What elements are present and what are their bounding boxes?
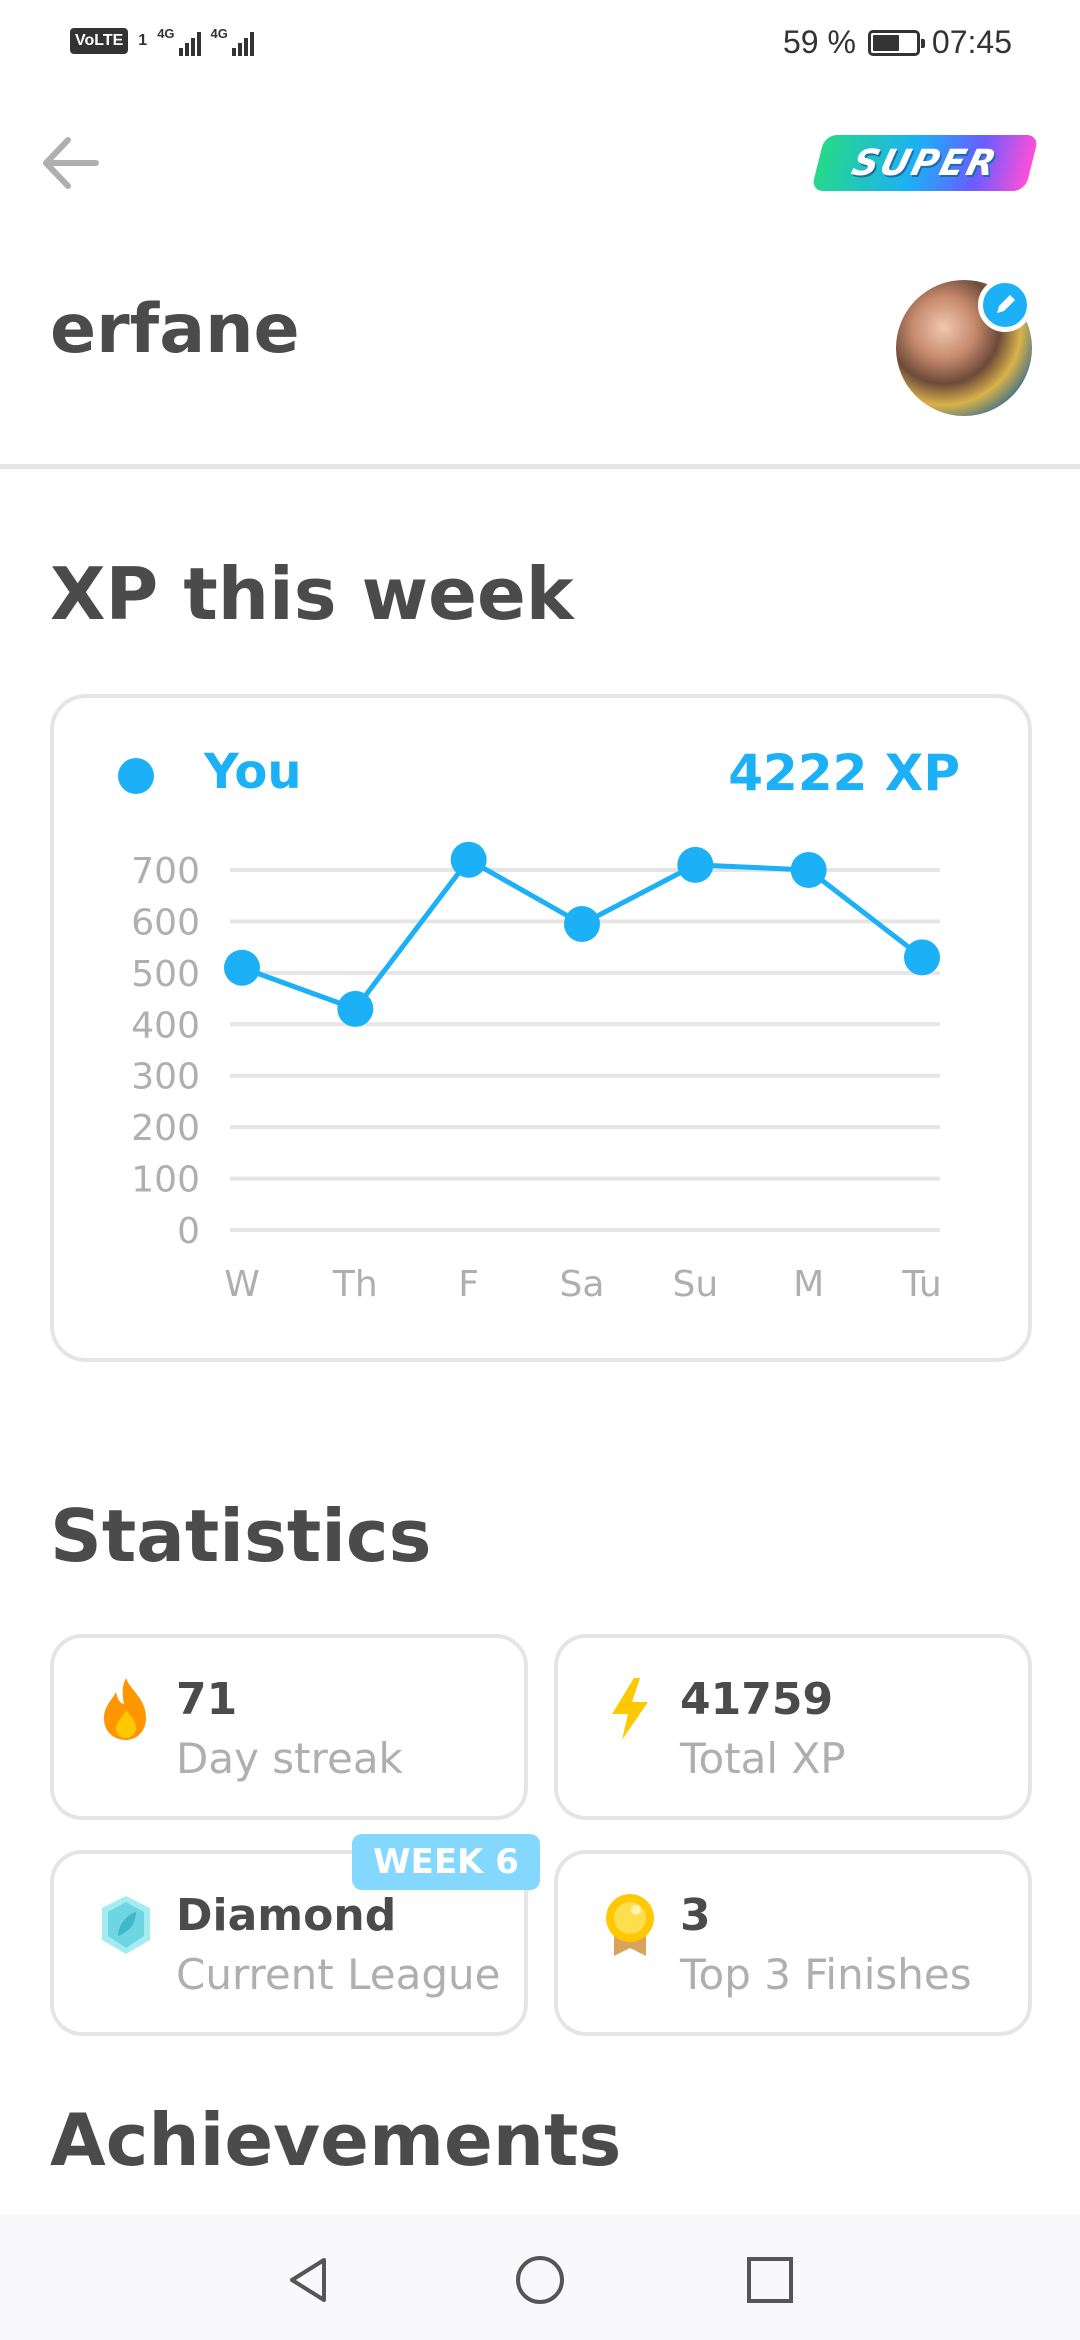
stat-label: Total XP: [680, 1734, 846, 1783]
square-recents-icon[interactable]: [744, 2254, 796, 2306]
battery-percent: 59 %: [782, 24, 856, 60]
stat-card-league[interactable]: Diamond Current League: [50, 1850, 528, 2036]
status-right: 59 % 07:45: [783, 24, 1012, 61]
stat-card-total-xp: 41759 Total XP: [554, 1634, 1032, 1820]
diamond-league-icon: [102, 1896, 150, 1954]
x-tick-label: Tu: [901, 1264, 941, 1305]
x-tick-label: F: [458, 1264, 479, 1305]
legend-label: You: [204, 744, 302, 800]
signal-icon: 4G: [211, 26, 254, 56]
stat-label: Current League: [176, 1950, 501, 1999]
stat-label: Top 3 Finishes: [680, 1950, 972, 1999]
y-tick-label: 200: [131, 1108, 200, 1149]
clock: 07:45: [931, 24, 1012, 60]
data-point: [450, 841, 487, 878]
battery-icon: [867, 29, 925, 56]
xp-line-chart: 700 600 500 400 300 200 100 0W Th F Sa Su M Tu: [131, 841, 942, 1305]
super-button[interactable]: SUPER: [811, 135, 1039, 191]
stat-label: Day streak: [176, 1734, 403, 1783]
status-left: VoLTE 1 4G 4G: [70, 26, 254, 56]
arrow-left-icon[interactable]: [38, 130, 104, 196]
y-tick-label: 600: [131, 902, 200, 943]
data-point: [337, 990, 374, 1027]
xp-total: 4222 XP: [728, 744, 960, 802]
xp-section-title: XP this week: [50, 552, 574, 636]
stat-value: 71: [176, 1674, 238, 1725]
stat-value: Diamond: [176, 1890, 397, 1941]
x-tick-label: Sa: [560, 1264, 605, 1305]
y-tick-label: 0: [177, 1211, 200, 1252]
network-type: 4G: [210, 26, 228, 41]
data-point: [224, 949, 260, 986]
legend-dot: [118, 758, 154, 794]
y-tick-label: 300: [131, 1057, 200, 1098]
battery-level: [872, 34, 899, 51]
lightning-icon: [612, 1678, 648, 1740]
circle-home-icon[interactable]: [514, 2254, 566, 2306]
x-tick-label: Su: [672, 1264, 718, 1305]
signal-icon: 4G: [157, 26, 201, 56]
sim-indicator: 1: [138, 32, 148, 49]
xp-chart-card: [50, 694, 1032, 1362]
divider: [0, 464, 1080, 469]
statistics-title: Statistics: [50, 1494, 432, 1578]
stat-card-streak: 71 Day streak: [50, 1634, 528, 1820]
super-label: SUPER: [847, 142, 1003, 184]
status-bar: VoLTE 1 4G 4G 59 % 07:45: [0, 0, 1080, 90]
pencil-icon[interactable]: [978, 278, 1032, 332]
volte-indicator: VoLTE: [70, 28, 129, 54]
flame-icon: [104, 1678, 146, 1740]
data-point: [904, 939, 940, 976]
data-point: [564, 906, 600, 942]
x-tick-label: Th: [332, 1264, 378, 1305]
stat-value: 3: [680, 1890, 711, 1941]
data-point: [677, 846, 714, 883]
network-type: 4G: [157, 26, 175, 41]
system-nav-bar: [0, 2214, 1080, 2340]
y-tick-label: 100: [131, 1160, 200, 1201]
triangle-back-icon[interactable]: [282, 2254, 334, 2306]
stat-card-top3: 3 Top 3 Finishes: [554, 1850, 1032, 2036]
week-badge: WEEK 6: [352, 1834, 540, 1890]
username: erfane: [50, 290, 300, 369]
y-tick-label: 700: [131, 851, 200, 892]
achievements-title: Achievements: [50, 2098, 622, 2182]
y-tick-label: 400: [131, 1005, 200, 1046]
medal-icon: [606, 1894, 654, 1956]
y-tick-label: 500: [131, 954, 200, 995]
x-tick-label: M: [793, 1264, 824, 1305]
stat-value: 41759: [680, 1674, 834, 1725]
data-point: [790, 852, 827, 888]
x-tick-label: W: [224, 1264, 260, 1305]
